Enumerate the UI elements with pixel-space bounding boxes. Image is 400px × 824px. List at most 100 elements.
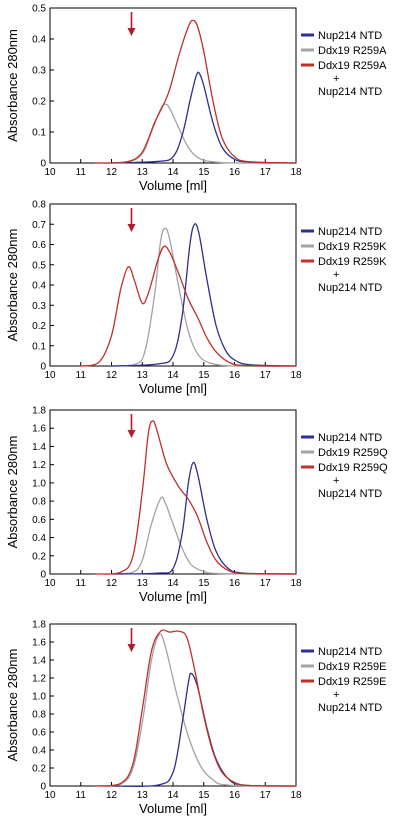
legend-label: Nup214 NTD bbox=[318, 30, 382, 42]
chart-panel-1: 10 11 12 13 14 15 16 17 18 0 0.1 0.2 0.3 0.4 0.5 Volume… bbox=[5, 4, 387, 194]
y-tick-label: 1.0 bbox=[32, 478, 46, 489]
y-tick-label: 0 bbox=[40, 782, 46, 793]
chart-panel-4: 10 11 12 13 14 15 16 17 18 0 0.2 0.4 0.6 0.8 1.0 1.2 1.4… bbox=[5, 620, 387, 817]
y-tick-label: 1.8 bbox=[32, 620, 46, 631]
series-line-complex bbox=[95, 420, 297, 575]
y-tick-label: 0.6 bbox=[32, 515, 46, 526]
x-tick-label: 12 bbox=[106, 790, 118, 801]
y-axis-label: Absorbance 280nm bbox=[5, 436, 20, 549]
x-tick-label: 15 bbox=[198, 370, 210, 381]
series-line-complex bbox=[80, 245, 297, 367]
y-tick-label: 0.6 bbox=[32, 728, 46, 739]
legend-label: Ddx19 R259A + Nup214 NTD bbox=[318, 60, 387, 98]
legend-item: Ddx19 R259Q + Nup214 NTD bbox=[301, 462, 388, 500]
y-tick-label: 0.8 bbox=[32, 200, 46, 211]
legend-item: Nup214 NTD bbox=[301, 432, 382, 444]
x-tick-label: 17 bbox=[260, 167, 272, 178]
y-tick-label: 0.7 bbox=[32, 220, 46, 231]
x-tick-label: 17 bbox=[260, 790, 272, 801]
y-tick-label: 0.8 bbox=[32, 710, 46, 721]
chart-panel-3: 10 11 12 13 14 15 16 17 18 0 0.2 0.4 0.6 0.8 1.0 1.2 1.4… bbox=[5, 406, 388, 605]
x-tick-label: 17 bbox=[260, 370, 272, 381]
series-line-nup bbox=[110, 461, 297, 575]
plot-frame bbox=[49, 7, 297, 164]
legend-label: Ddx19 R259K bbox=[318, 241, 387, 253]
x-tick-label: 15 bbox=[198, 790, 210, 801]
x-tick-label: 17 bbox=[260, 578, 272, 589]
y-tick-label: 0.2 bbox=[32, 321, 46, 332]
x-tick-label: 18 bbox=[290, 370, 302, 381]
legend-item: Ddx19 R259A + Nup214 NTD bbox=[301, 60, 387, 98]
series-line-ddx bbox=[110, 227, 297, 367]
x-tick-label: 13 bbox=[137, 167, 149, 178]
plot-frame bbox=[49, 409, 297, 575]
legend-item: Ddx19 R259Q bbox=[301, 447, 388, 459]
legend-label: Ddx19 R259Q bbox=[318, 447, 388, 459]
void-volume-arrow-icon bbox=[127, 414, 136, 438]
x-tick-label: 12 bbox=[106, 578, 118, 589]
series-line-ddx bbox=[110, 496, 297, 575]
x-tick-label: 18 bbox=[290, 578, 302, 589]
x-axis-label: Volume [ml] bbox=[139, 381, 207, 396]
legend-label: Nup214 NTD bbox=[318, 432, 382, 444]
y-tick-label: 0.1 bbox=[32, 128, 46, 139]
x-tick-label: 12 bbox=[106, 167, 118, 178]
y-tick-label: 0.3 bbox=[32, 301, 46, 312]
y-axis-label: Absorbance 280nm bbox=[5, 229, 20, 342]
legend-label: Ddx19 R259A bbox=[318, 45, 387, 57]
y-tick-label: 1.4 bbox=[32, 442, 46, 453]
chart-panel-2: 10 11 12 13 14 15 16 17 18 0 0.1 0.2 0.3 0.4 0.5 0.6 0.7… bbox=[5, 200, 387, 397]
x-tick-label: 10 bbox=[44, 167, 56, 178]
plot-frame bbox=[49, 623, 297, 787]
legend-item: Nup214 NTD bbox=[301, 226, 382, 238]
x-tick-label: 14 bbox=[167, 790, 179, 801]
y-tick-label: 0.2 bbox=[32, 764, 46, 775]
series-line-nup bbox=[110, 71, 297, 164]
x-tick-label: 10 bbox=[44, 370, 56, 381]
x-tick-label: 13 bbox=[137, 370, 149, 381]
series-line-ddx bbox=[95, 103, 297, 164]
x-tick-label: 14 bbox=[167, 167, 179, 178]
x-tick-label: 12 bbox=[106, 370, 118, 381]
y-tick-label: 0.1 bbox=[32, 341, 46, 352]
void-volume-arrow-icon bbox=[127, 12, 136, 36]
y-tick-label: 0.4 bbox=[32, 533, 46, 544]
x-tick-label: 18 bbox=[290, 167, 302, 178]
x-tick-label: 15 bbox=[198, 167, 210, 178]
y-tick-label: 0.8 bbox=[32, 497, 46, 508]
x-tick-label: 16 bbox=[229, 790, 241, 801]
x-tick-label: 10 bbox=[44, 578, 56, 589]
legend-label: Ddx19 R259E bbox=[318, 661, 387, 673]
y-tick-label: 0.4 bbox=[32, 281, 46, 292]
plot-frame bbox=[49, 203, 297, 367]
y-tick-label: 0.4 bbox=[32, 746, 46, 757]
y-tick-label: 1.4 bbox=[32, 656, 46, 667]
x-axis-label: Volume [ml] bbox=[139, 801, 207, 816]
legend-item: Nup214 NTD bbox=[301, 646, 382, 658]
y-tick-label: 1.2 bbox=[32, 674, 46, 685]
legend-item: Ddx19 R259K + Nup214 NTD bbox=[301, 256, 387, 294]
x-tick-label: 14 bbox=[167, 578, 179, 589]
y-axis-label: Absorbance 280nm bbox=[5, 29, 20, 142]
series-line-nup bbox=[110, 223, 297, 367]
y-tick-label: 1.6 bbox=[32, 638, 46, 649]
y-tick-label: 0.5 bbox=[32, 4, 46, 15]
x-tick-label: 11 bbox=[76, 370, 87, 381]
x-tick-label: 16 bbox=[229, 370, 241, 381]
series-line-ddx bbox=[95, 633, 297, 787]
void-volume-arrow-icon bbox=[127, 208, 136, 232]
legend-label: Ddx19 R259Q + Nup214 NTD bbox=[318, 462, 388, 500]
y-tick-label: 1.6 bbox=[32, 424, 46, 435]
x-tick-label: 10 bbox=[44, 790, 56, 801]
x-tick-label: 18 bbox=[290, 790, 302, 801]
x-tick-label: 13 bbox=[137, 578, 149, 589]
legend-item: Ddx19 R259E bbox=[301, 661, 387, 673]
legend-label: Ddx19 R259E + Nup214 NTD bbox=[318, 676, 387, 714]
legend-label: Nup214 NTD bbox=[318, 646, 382, 658]
y-tick-label: 1.0 bbox=[32, 692, 46, 703]
x-tick-label: 11 bbox=[76, 167, 87, 178]
series-line-complex bbox=[95, 19, 297, 164]
y-tick-label: 0.5 bbox=[32, 260, 46, 271]
x-tick-label: 11 bbox=[76, 578, 87, 589]
